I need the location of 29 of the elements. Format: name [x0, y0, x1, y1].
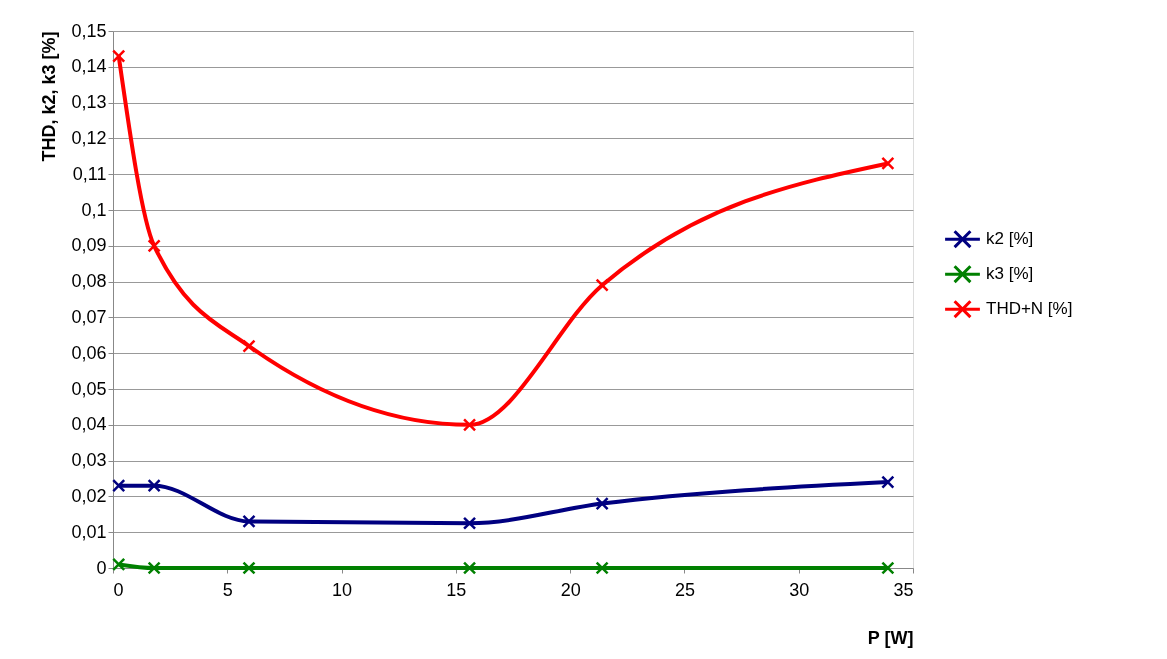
y-tick-label: 0,12	[71, 127, 107, 148]
y-tick-label: 0,15	[71, 20, 107, 41]
y-tick-label: 0,05	[71, 378, 107, 399]
y-tick-label: 0,07	[71, 306, 107, 327]
x-tick-label: 5	[222, 579, 233, 600]
x-tick-label: 25	[674, 579, 695, 600]
x-tick-label: 35	[893, 579, 914, 600]
y-tick-label: 0,09	[71, 235, 107, 256]
y-axis-title: THD, k2, k3 [%]	[39, 31, 60, 162]
y-tick-label: 0,1	[81, 199, 107, 220]
legend-label: THD+N [%]	[986, 299, 1073, 319]
y-tick-label: 0,06	[71, 342, 107, 363]
y-tick-label: 0,13	[71, 92, 107, 113]
legend-label: k2 [%]	[986, 229, 1034, 249]
x-tick-label: 15	[446, 579, 467, 600]
legend-label: k3 [%]	[986, 264, 1034, 284]
y-tick-label: 0,04	[71, 414, 107, 435]
x-tick-label: 10	[332, 579, 353, 600]
x-tick-label: 20	[560, 579, 581, 600]
y-tick-label: 0,02	[71, 485, 107, 506]
y-tick-label: 0,03	[71, 450, 107, 471]
y-tick-label: 0,08	[71, 271, 107, 292]
x-tick-label: 30	[789, 579, 810, 600]
y-tick-label: 0,11	[72, 163, 107, 184]
y-tick-label: 0,14	[71, 56, 107, 77]
x-tick-label: 0	[113, 579, 124, 600]
y-tick-label: 0,01	[71, 521, 107, 542]
y-tick-label: 0	[96, 557, 107, 578]
x-axis-title: P [W]	[867, 627, 914, 648]
